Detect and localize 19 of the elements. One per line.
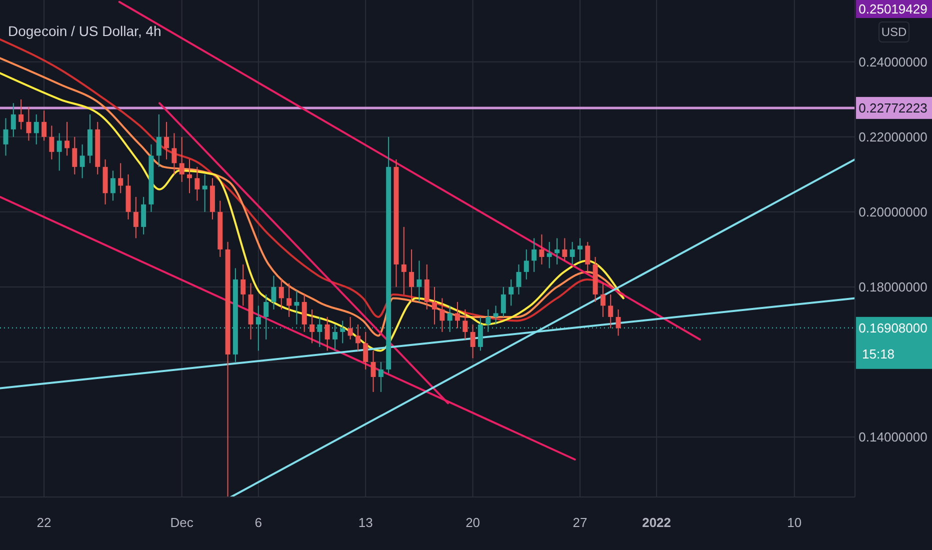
text: USD	[881, 25, 907, 40]
y-tick-label: 0.20000000	[858, 204, 928, 220]
x-tick-label: 6	[254, 515, 262, 530]
x-tick-label: 20	[466, 515, 480, 530]
y-tick-label: 0.18000000	[858, 279, 928, 294]
x-tick-label: 27	[572, 515, 588, 530]
text: Dogecoin / US Dollar, 4h	[8, 23, 162, 39]
x-tick-label: 2022	[642, 515, 672, 530]
text: 15:18	[862, 346, 895, 362]
ref-line-label: 0.22772223	[858, 100, 928, 116]
x-tick-label: 10	[787, 515, 802, 530]
y-tick-label: 0.14000000	[858, 430, 928, 445]
ref-line-label: 0.16908000	[858, 320, 928, 336]
y-tick-label: 0.22000000	[858, 129, 928, 144]
y-tick-label: 0.24000000	[858, 54, 928, 70]
x-tick-label: Dec	[170, 515, 194, 530]
text: 0.25019429	[858, 2, 928, 17]
x-tick-label: 22	[36, 515, 52, 530]
x-tick-label: 13	[358, 515, 373, 530]
